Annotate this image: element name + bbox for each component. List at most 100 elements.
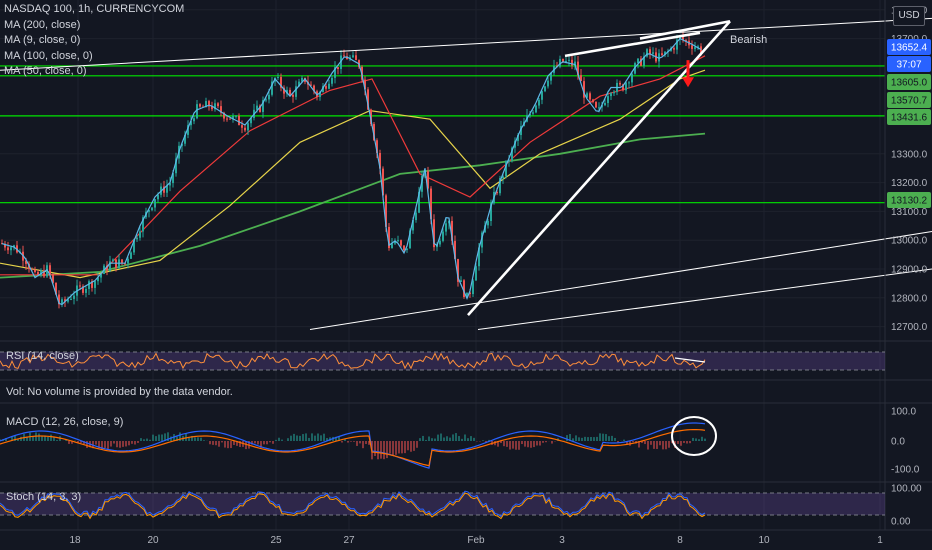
candle-body (610, 93, 612, 97)
stoch-band (0, 493, 885, 515)
candle-body (463, 280, 465, 298)
candle-body (247, 123, 249, 131)
price-badge (887, 192, 931, 208)
currency-button[interactable]: USD (893, 6, 925, 26)
candle-body (277, 77, 279, 79)
candle-body (535, 105, 537, 113)
price-tick-label: 13100.0 (891, 207, 928, 218)
candle-body (418, 191, 420, 213)
price-badge-label: 13652.4 (891, 43, 928, 54)
candle-body (403, 245, 405, 251)
candle-body (691, 45, 693, 49)
candle-body (238, 115, 240, 126)
candle-body (73, 295, 75, 299)
candle-body (211, 106, 213, 110)
candle-body (283, 87, 285, 94)
candle-body (550, 72, 552, 81)
candle-body (676, 39, 678, 50)
candle-body (139, 231, 141, 238)
candle-body (583, 81, 585, 98)
candle-body (148, 210, 150, 212)
candle-body (457, 258, 459, 282)
candle-body (319, 92, 321, 98)
symbol-title: NASDAQ 100, 1h, CURRENCYCOM (4, 3, 185, 15)
candle-body (220, 106, 222, 113)
trendline (564, 31, 701, 58)
candle-body (433, 219, 435, 248)
candle-body (214, 103, 216, 110)
candle-body (508, 160, 510, 162)
candle-body (472, 280, 474, 295)
rsi-band (0, 352, 885, 370)
candle-body (538, 99, 540, 106)
price-tick-label: 12800.0 (891, 293, 928, 304)
candle-body (25, 260, 27, 264)
candle-body (646, 49, 648, 57)
candle-body (52, 274, 54, 283)
time-axis-label: 1 (877, 535, 883, 546)
candle-body (235, 115, 237, 117)
candle-body (391, 243, 393, 249)
candle-body (445, 223, 447, 232)
candle-body (10, 247, 12, 251)
candle-body (64, 299, 66, 302)
candle-body (604, 102, 606, 106)
candle-body (517, 135, 519, 141)
candle-body (478, 247, 480, 267)
candle-body (415, 212, 417, 221)
price-tick-label: 13000.0 (891, 236, 928, 247)
candle-body (649, 49, 651, 54)
candle-body (643, 56, 645, 66)
time-axis-label: 18 (69, 535, 81, 546)
candle-body (385, 195, 387, 227)
candle-body (580, 75, 582, 82)
candle-body (631, 73, 633, 83)
candle-body (694, 47, 696, 49)
candle-body (466, 292, 468, 298)
candle-body (571, 59, 573, 66)
candle-body (370, 109, 372, 125)
candle-body (532, 112, 534, 114)
candle-body (190, 121, 192, 126)
candle-body (7, 247, 9, 251)
candle-body (334, 67, 336, 78)
price-badge-label: 13570.7 (891, 96, 928, 107)
candle-body (259, 105, 261, 112)
candle-body (541, 91, 543, 100)
price-tick-label: 12700.0 (891, 322, 928, 333)
grid (0, 0, 885, 530)
candle-body (313, 85, 315, 92)
candle-body (280, 77, 282, 88)
macd-circle-annotation (671, 416, 717, 456)
candle-body (520, 126, 522, 136)
candle-body (298, 81, 300, 87)
candle-body (373, 124, 375, 141)
candle-body (427, 171, 429, 189)
candle-body (31, 269, 33, 271)
bearish-arrowhead (682, 77, 694, 88)
price-badge (887, 56, 931, 72)
price-tick-label: 12900.0 (891, 264, 928, 275)
candle-body (592, 99, 594, 102)
macd-tick-label: 100.0 (891, 407, 916, 418)
candle-body (250, 117, 252, 124)
macd-signal-line (0, 429, 706, 467)
candle-body (40, 270, 42, 276)
candle-body (382, 168, 384, 196)
candle-body (559, 58, 561, 67)
candle-body (496, 192, 498, 194)
macd-tick-label: 0.0 (891, 437, 905, 448)
candle-body (448, 220, 450, 224)
ma9-line (1, 37, 702, 306)
candle-body (340, 55, 342, 69)
candle-body (565, 60, 567, 63)
ma100-line (0, 69, 706, 279)
candle-body (376, 140, 378, 153)
ma200-line (0, 132, 706, 279)
candle-body (328, 83, 330, 89)
candle-body (151, 207, 153, 211)
candle-body (658, 53, 660, 62)
candle-body (607, 96, 609, 103)
candle-body (265, 99, 267, 101)
